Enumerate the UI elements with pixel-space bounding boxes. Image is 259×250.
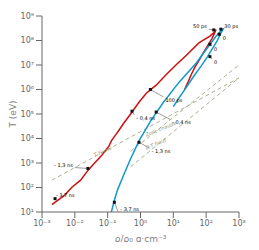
svg-text:- 3,7 ns: - 3,7 ns (56, 192, 75, 198)
svg-text:10²: 10² (199, 219, 212, 228)
svg-text:10³: 10³ (21, 159, 34, 168)
svg-text:- 3,7 ns: - 3,7 ns (120, 206, 139, 212)
svg-text:0: 0 (214, 46, 217, 52)
svg-text:D-T froid: D-T froid (144, 137, 167, 151)
svg-text:Zone chaude: Zone chaude (144, 119, 177, 138)
svg-text:0: 0 (223, 35, 226, 41)
svg-text:- 0,4 ns: - 0,4 ns (172, 119, 191, 125)
svg-text:30 ps: 30 ps (224, 23, 238, 30)
svg-text:T (eV): T (eV) (8, 100, 18, 128)
svg-text:10¹: 10¹ (167, 219, 180, 228)
svg-text:ρ/ρ₀ g·cm⁻³: ρ/ρ₀ g·cm⁻³ (115, 234, 167, 242)
svg-text:- 1,3 ns: - 1,3 ns (152, 148, 171, 154)
svg-text:10⁴: 10⁴ (21, 134, 34, 143)
svg-text:10⁷: 10⁷ (21, 61, 34, 70)
svg-text:10⁻²: 10⁻² (66, 219, 84, 228)
svg-text:10⁰: 10⁰ (134, 219, 147, 228)
svg-text:10¹: 10¹ (21, 208, 34, 217)
svg-text:10²: 10² (21, 183, 34, 192)
svg-text:10³: 10³ (232, 219, 245, 228)
svg-text:0: 0 (214, 59, 217, 65)
svg-text:50 ps: 50 ps (193, 23, 207, 30)
svg-text:10⁶: 10⁶ (21, 85, 34, 94)
svg-text:100 ps: 100 ps (165, 97, 182, 104)
svg-text:10⁸: 10⁸ (21, 36, 34, 45)
svg-text:- 0,4 ns: - 0,4 ns (136, 115, 155, 121)
svg-text:10⁵: 10⁵ (21, 110, 34, 119)
svg-text:- 1,3 ns: - 1,3 ns (54, 162, 73, 168)
svg-text:10⁻¹: 10⁻¹ (99, 219, 117, 228)
svg-text:10⁹: 10⁹ (21, 12, 34, 21)
svg-text:T Fermi: T Fermi (93, 145, 113, 158)
svg-text:10⁻³: 10⁻³ (33, 219, 51, 228)
